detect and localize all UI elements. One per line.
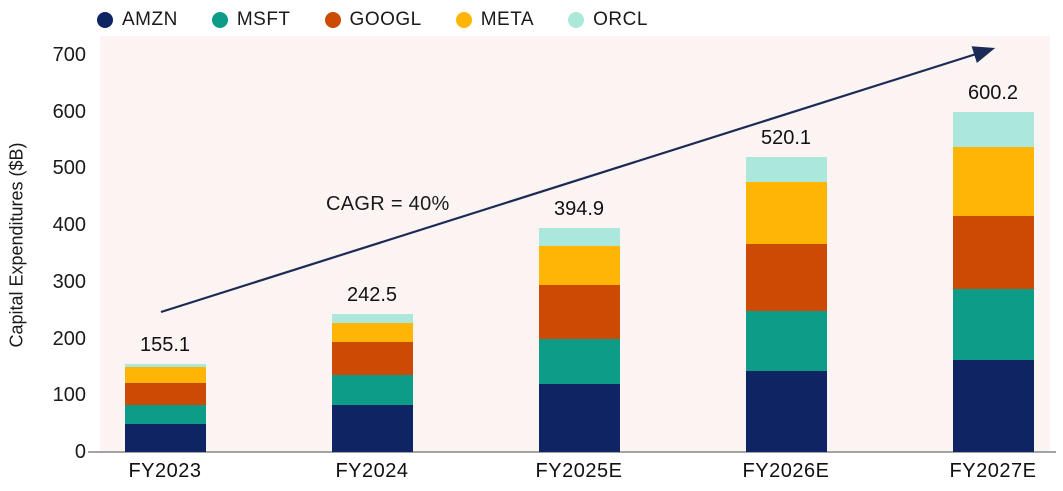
legend-item-amzn: AMZN: [97, 9, 178, 31]
bar-segment-googl: [538, 285, 620, 340]
bar-segment-meta: [952, 146, 1034, 217]
y-tick-label: 100: [52, 384, 86, 407]
bar-segment-msft: [124, 404, 206, 424]
y-tick-label: 600: [52, 100, 86, 123]
bar-segment-googl: [331, 342, 413, 375]
stacked-bar-fy2027e: [952, 0, 1034, 452]
bar-segment-amzn: [745, 371, 827, 452]
bar-segment-googl: [745, 244, 827, 311]
bar-segment-meta: [124, 367, 206, 383]
legend-item-googl: GOOGL: [324, 9, 422, 31]
legend-item-orcl: ORCL: [568, 9, 648, 31]
legend-dot-icon: [211, 12, 228, 28]
legend-dot-icon: [568, 12, 585, 28]
y-tick-label: 0: [74, 441, 86, 463]
bar-segment-orcl: [124, 364, 206, 368]
stacked-bar-fy2025e: [538, 0, 620, 452]
cagr-annotation-label: CAGR = 40%: [326, 193, 450, 215]
bar-segment-orcl: [952, 111, 1034, 147]
bar-segment-amzn: [952, 360, 1034, 452]
bar-total-label: 520.1: [760, 127, 812, 150]
y-tick-label: 500: [52, 157, 86, 180]
legend-dot-icon: [455, 12, 472, 28]
legend-item-meta: META: [455, 9, 535, 31]
x-tick-label-fy2025e: FY2025E: [535, 460, 623, 482]
bar-total-label: 242.5: [346, 284, 398, 307]
x-axis-line: [88, 451, 1056, 453]
bar-segment-orcl: [745, 157, 827, 182]
bar-total-label: 394.9: [553, 198, 605, 221]
legend-label: META: [480, 9, 535, 30]
legend-label: ORCL: [593, 9, 648, 30]
bar-segment-msft: [538, 339, 620, 384]
legend-item-msft: MSFT: [211, 9, 291, 31]
bar-segment-meta: [331, 322, 413, 343]
bar-segment-amzn: [124, 423, 206, 452]
stacked-bar-fy2023: [124, 0, 206, 452]
chart-legend: AMZN MSFT GOOGL META ORCL: [97, 7, 648, 33]
bar-segment-msft: [745, 311, 827, 371]
bar-total-label: 600.2: [967, 81, 1019, 104]
y-tick-label: 400: [52, 214, 86, 237]
bar-segment-msft: [952, 288, 1034, 361]
bar-segment-googl: [952, 216, 1034, 289]
x-tick-label-fy2024: FY2024: [335, 460, 409, 482]
y-tick-label: 700: [52, 44, 86, 66]
stacked-bar-fy2026e: [745, 0, 827, 452]
bar-segment-meta: [745, 181, 827, 245]
legend-label: GOOGL: [349, 9, 422, 30]
stacked-bar-fy2024: [331, 0, 413, 452]
x-tick-label-fy2023: FY2023: [128, 460, 202, 482]
y-tick-label: 300: [52, 270, 86, 293]
y-tick-label: 200: [52, 327, 86, 350]
bar-segment-orcl: [331, 314, 413, 323]
bar-segment-googl: [124, 382, 206, 405]
bar-segment-meta: [538, 246, 620, 286]
bar-total-label: 155.1: [139, 334, 191, 357]
bar-segment-orcl: [538, 228, 620, 247]
x-tick-label-fy2027e: FY2027E: [949, 460, 1037, 482]
bar-segment-msft: [331, 374, 413, 406]
bar-segment-amzn: [331, 405, 413, 452]
bar-segment-amzn: [538, 383, 620, 452]
legend-dot-icon: [324, 12, 341, 28]
legend-label: MSFT: [236, 9, 291, 30]
legend-dot-icon: [97, 12, 113, 28]
x-tick-label-fy2026e: FY2026E: [742, 460, 830, 482]
legend-label: AMZN: [122, 9, 178, 30]
